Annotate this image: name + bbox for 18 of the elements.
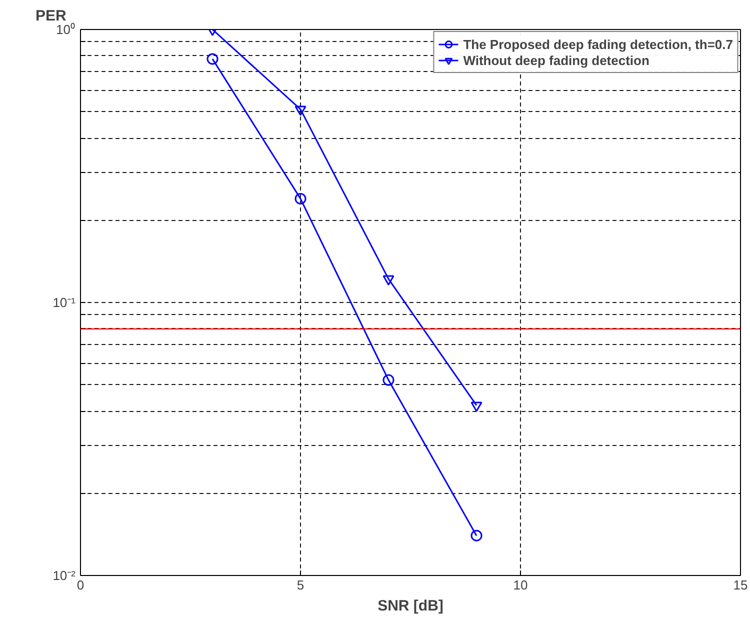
point	[294, 192, 306, 204]
y-axis-title: PER	[36, 8, 67, 24]
legend-label: Without deep fading detection	[463, 52, 650, 68]
x-tick-label: 10	[513, 578, 528, 592]
point	[206, 53, 218, 65]
legend-label: The Proposed deep fading detection, th=0.7	[463, 36, 733, 52]
x-tick-label: 15	[733, 578, 748, 592]
point	[382, 374, 394, 386]
y-tick-label: 10⁻²	[52, 568, 76, 583]
x-axis-title: SNR [dB]	[378, 598, 444, 614]
x-tick-label: 5	[296, 578, 304, 592]
x-tick-label: 0	[76, 578, 84, 592]
point	[382, 275, 394, 286]
point	[470, 530, 482, 542]
y-tick-label: 10⁻¹	[52, 295, 76, 310]
point	[470, 402, 482, 412]
y-tick-label: 10⁰	[56, 22, 76, 37]
point	[294, 106, 306, 116]
